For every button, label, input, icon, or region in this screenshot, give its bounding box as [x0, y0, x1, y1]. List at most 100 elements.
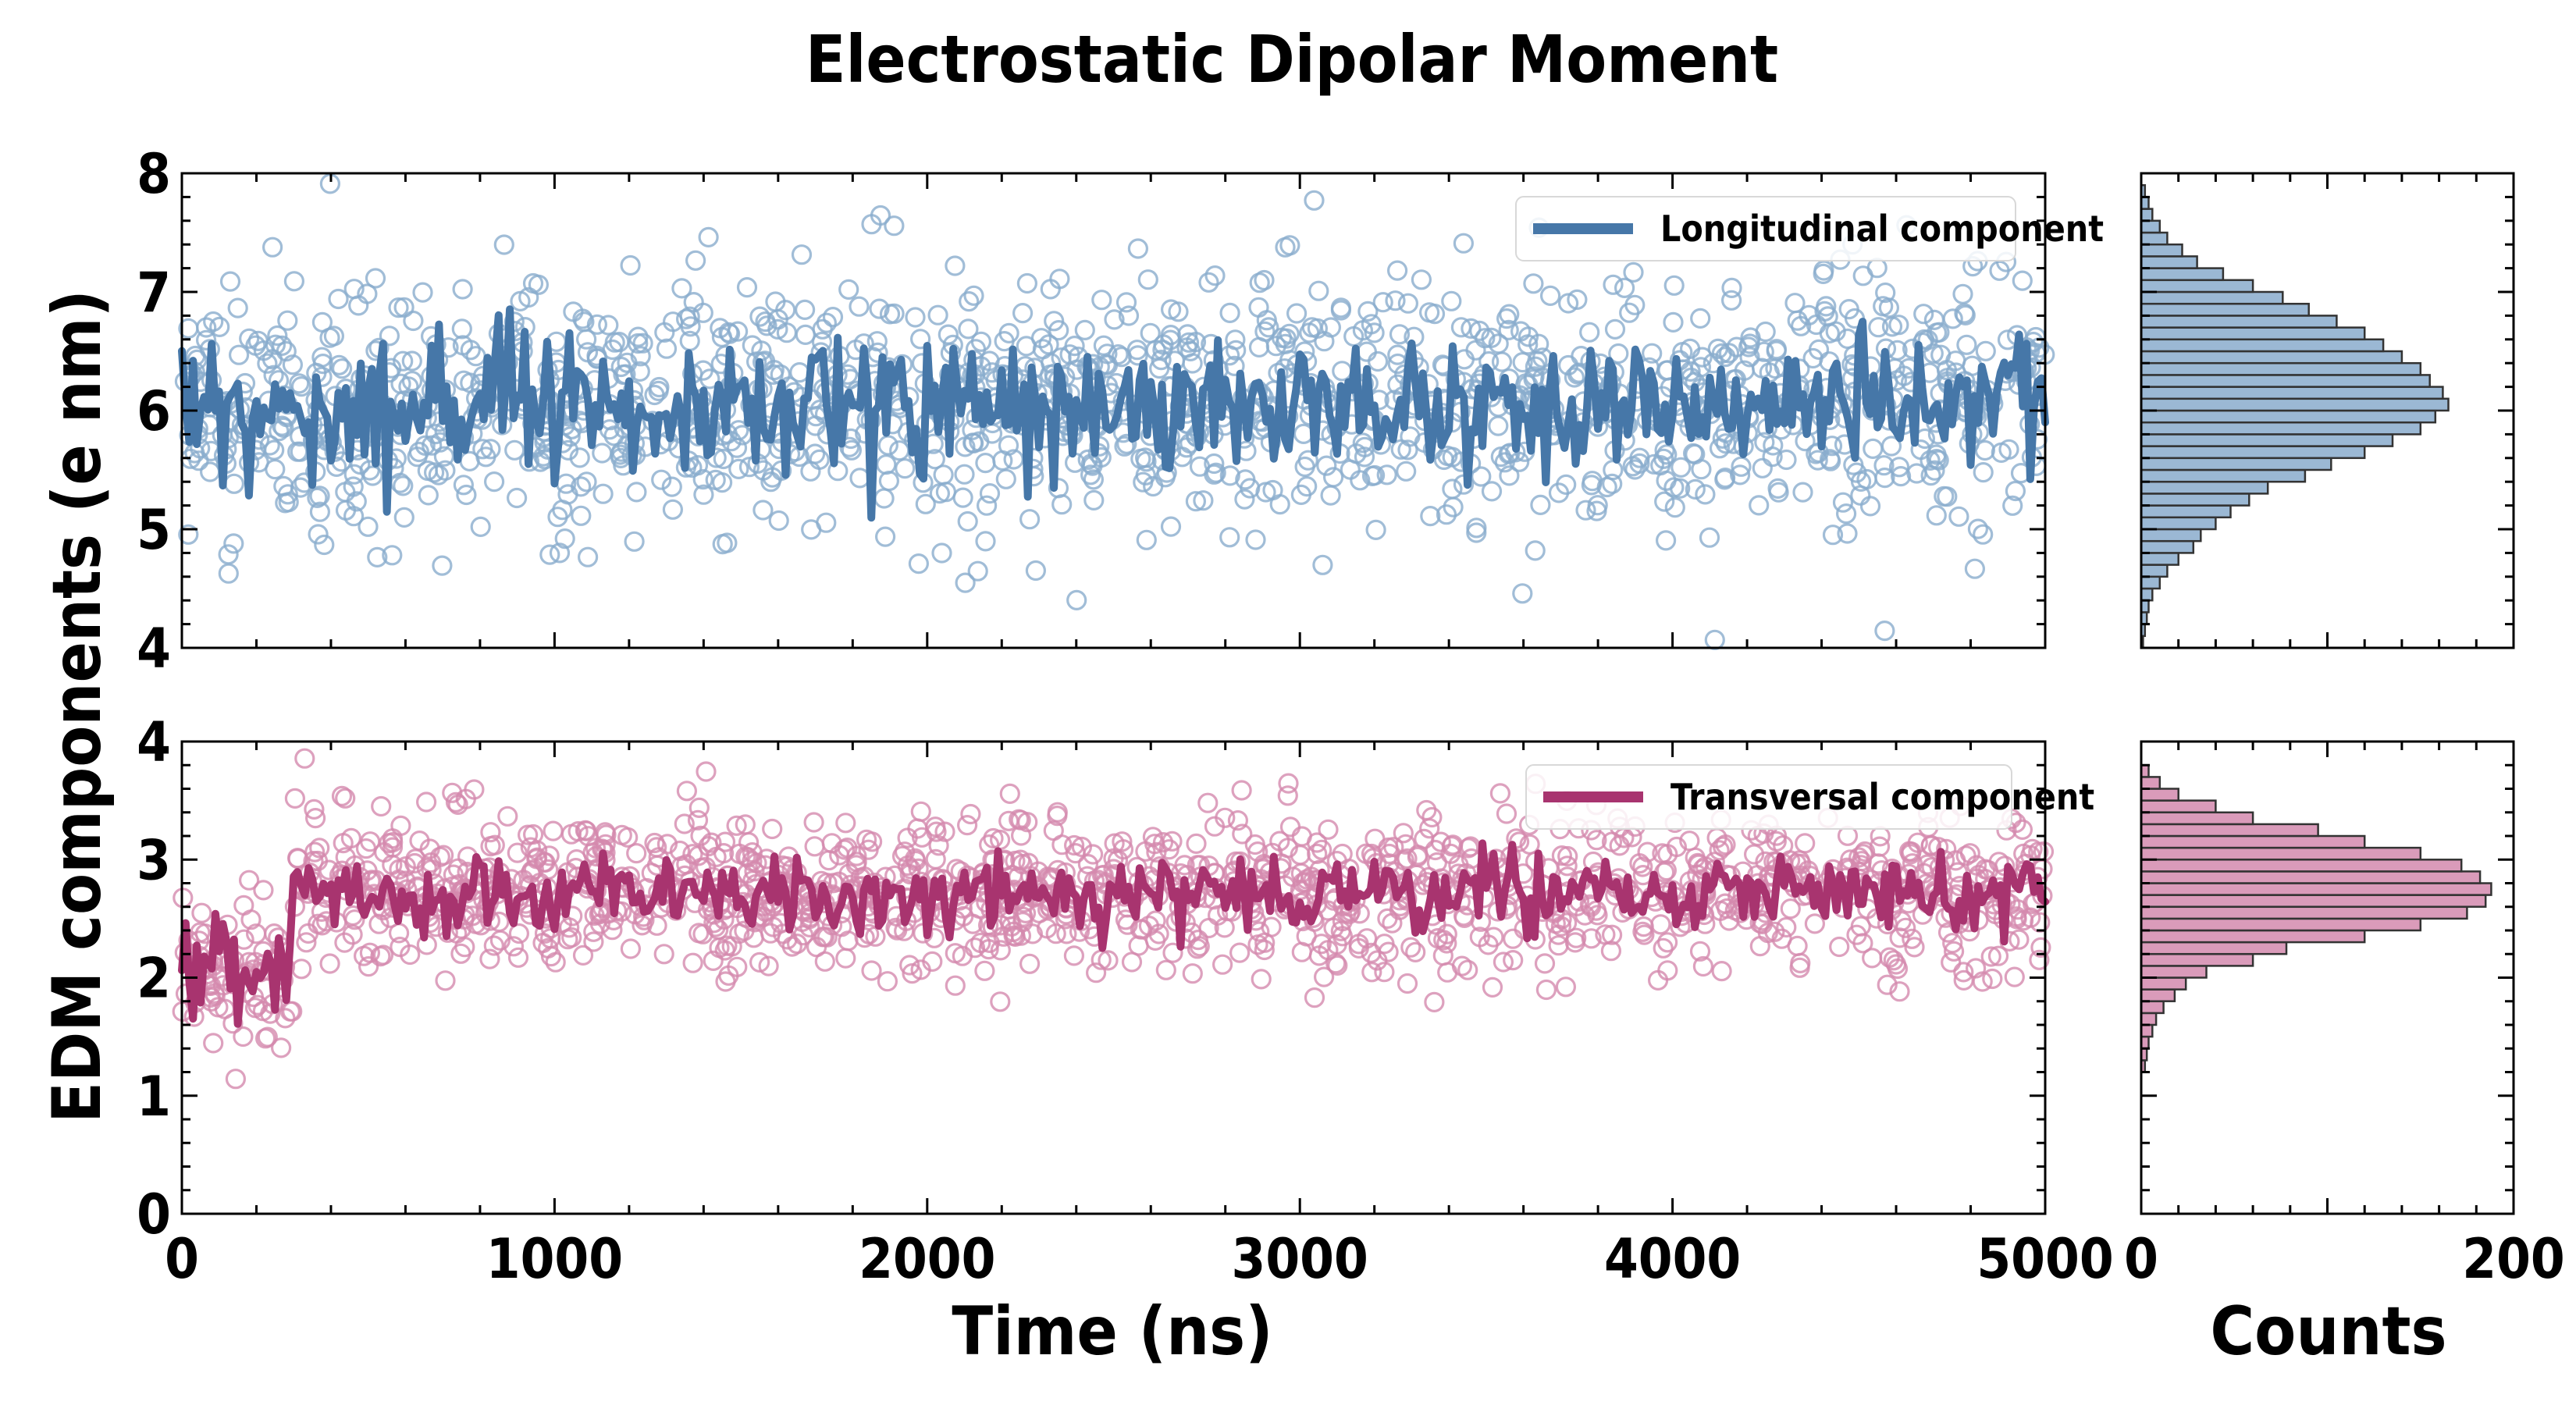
- scatter-point: [1251, 969, 1272, 990]
- histogram-bar: [2140, 870, 2482, 884]
- histogram-bar: [2140, 386, 2444, 400]
- scatter-point: [1972, 971, 1993, 992]
- scatter-point: [1739, 347, 1760, 368]
- scatter-point: [1397, 973, 1418, 994]
- scatter-point: [1493, 951, 1514, 973]
- scatter-point: [382, 837, 404, 858]
- scatter-point: [945, 975, 966, 996]
- scatter-point: [679, 870, 701, 891]
- scatter-point: [1623, 261, 1644, 283]
- scatter-point: [838, 279, 859, 300]
- scatter-point: [990, 991, 1011, 1012]
- scatter-point: [240, 909, 262, 930]
- scatter-point: [191, 902, 212, 923]
- scatter-point: [682, 952, 703, 973]
- scatter-point: [1466, 522, 1487, 543]
- scatter-point: [540, 945, 562, 967]
- scatter-point: [1752, 357, 1773, 379]
- scatter-point: [873, 488, 895, 509]
- histogram-bar: [2140, 409, 2437, 424]
- scatter-point: [1654, 491, 1675, 512]
- histogram-bar: [2140, 1023, 2154, 1038]
- y-tick-label: 4: [137, 710, 171, 774]
- scatter-point: [408, 441, 430, 463]
- scatter-point: [662, 311, 684, 333]
- scatter-point: [1029, 902, 1050, 924]
- scatter-point: [905, 307, 926, 328]
- scatter-point: [586, 348, 608, 369]
- scatter-point: [479, 948, 500, 969]
- histogram-bar: [2140, 457, 2332, 471]
- scatter-point: [963, 432, 984, 454]
- scatter-point: [1692, 955, 1713, 977]
- scatter-point: [671, 278, 692, 299]
- scatter-point: [1374, 962, 1395, 983]
- scatter-point: [1603, 459, 1624, 481]
- scatter-point: [2012, 819, 2033, 841]
- scatter-point: [1695, 484, 1716, 505]
- scatter-point: [1318, 819, 1339, 840]
- scatter-point: [1975, 340, 1996, 361]
- scatter-point: [1952, 283, 1973, 304]
- scatter-point: [343, 464, 365, 485]
- y-tick-label: 6: [137, 379, 171, 443]
- scatter-point: [433, 446, 455, 467]
- x-axis-label: Time (ns): [952, 1293, 1272, 1371]
- scatter-point: [1278, 773, 1299, 794]
- scatter-point: [1945, 850, 1966, 871]
- scatter-point: [1768, 482, 1789, 503]
- scatter-point: [1889, 927, 1910, 948]
- scatter-point: [1304, 190, 1325, 211]
- scatter-point: [1411, 269, 1432, 290]
- scatter-point: [259, 435, 280, 456]
- scatter-point: [393, 475, 414, 496]
- scatter-point: [877, 435, 898, 456]
- scatter-point: [715, 971, 736, 992]
- scatter-point: [357, 283, 378, 304]
- scatter-point: [854, 927, 875, 948]
- scatter-point: [795, 324, 816, 345]
- y-tick-label: 0: [137, 1183, 171, 1247]
- scatter-point: [620, 254, 641, 276]
- scatter-point: [1891, 465, 1912, 487]
- scatter-point: [379, 325, 400, 347]
- scatter-point: [1789, 957, 1810, 978]
- scatter-point: [753, 500, 774, 521]
- scatter-point: [1051, 494, 1073, 515]
- scatter-point: [1136, 529, 1157, 550]
- scatter-point: [963, 285, 984, 306]
- scatter-point: [549, 542, 571, 564]
- scatter-point: [1279, 235, 1300, 256]
- scatter-point: [451, 318, 472, 340]
- scatter-point: [1923, 309, 1944, 330]
- scatter-point: [1566, 927, 1587, 948]
- scatter-point: [1348, 934, 1369, 955]
- scatter-point: [1634, 924, 1655, 945]
- histogram-bar: [2140, 504, 2232, 519]
- scatter-point: [675, 308, 697, 329]
- scatter-point: [1469, 320, 1490, 341]
- scatter-point: [687, 809, 709, 831]
- scatter-point: [368, 913, 390, 934]
- histogram-bar: [2140, 941, 2288, 955]
- scatter-point: [1297, 450, 1318, 471]
- scatter-point: [1095, 354, 1116, 375]
- histogram-ticks: 0 200: [2124, 740, 2565, 1291]
- histogram-bar: [2140, 493, 2250, 507]
- scatter-point: [1482, 976, 1503, 998]
- scatter-point: [403, 310, 424, 332]
- histogram-bar: [2140, 976, 2187, 991]
- scatter-point: [1085, 962, 1107, 984]
- scatter-point: [1832, 492, 1854, 513]
- scatter-point: [804, 836, 825, 857]
- histogram-bar: [2140, 846, 2422, 861]
- scatter-point: [229, 344, 250, 365]
- scatter-point: [1721, 290, 1742, 311]
- scatter-point: [1193, 490, 1214, 511]
- scatter-point: [1959, 920, 1980, 942]
- scatter-point: [1320, 485, 1341, 506]
- scatter-point: [262, 237, 283, 258]
- scatter-point: [1602, 924, 1623, 945]
- scatter-point: [1400, 937, 1421, 958]
- scatter-point: [1602, 473, 1623, 495]
